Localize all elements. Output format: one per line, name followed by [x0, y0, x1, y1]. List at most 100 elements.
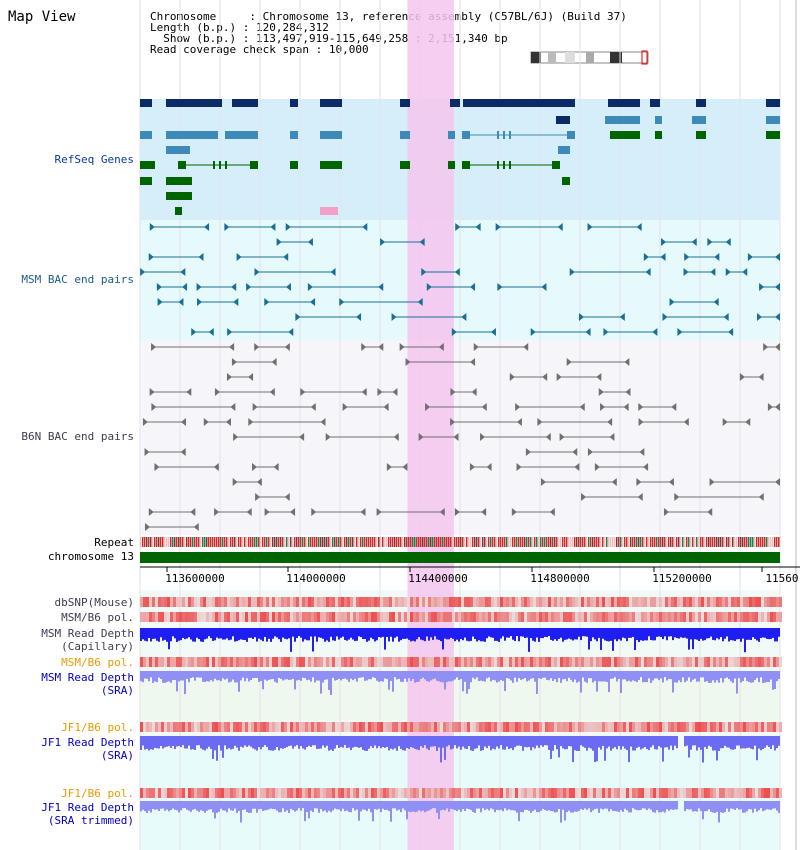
msm-bac-pair-end[interactable] [198, 253, 204, 261]
gene-feature[interactable] [696, 131, 706, 139]
b6n-bac-pair-end[interactable] [579, 403, 585, 411]
gene-feature[interactable] [320, 161, 342, 169]
gene-feature[interactable] [140, 177, 152, 185]
msm-bac-pair-end[interactable] [578, 313, 584, 321]
msm-bac-pair-end[interactable] [339, 298, 345, 306]
b6n-bac-pair-end[interactable] [515, 403, 521, 411]
msm-bac-pair-end[interactable] [691, 238, 697, 246]
b6n-bac-pair-end[interactable] [383, 403, 389, 411]
b6n-bac-pair-end[interactable] [450, 418, 456, 426]
b6n-bac-pair-end[interactable] [271, 358, 277, 366]
b6n-bac-pair-end[interactable] [256, 478, 262, 486]
b6n-bac-pair-end[interactable] [229, 343, 235, 351]
b6n-bac-pair-end[interactable] [230, 403, 236, 411]
msm-bac-pair-end[interactable] [178, 298, 184, 306]
gene-exon[interactable] [250, 161, 258, 169]
gene-exon[interactable] [213, 161, 215, 169]
b6n-bac-pair-end[interactable] [609, 433, 615, 441]
b6n-bac-pair-end[interactable] [683, 418, 689, 426]
msm-bac-pair-end[interactable] [636, 223, 642, 231]
msm-bac-pair-end[interactable] [454, 268, 460, 276]
b6n-bac-pair-end[interactable] [425, 403, 431, 411]
msm-bac-pair-end[interactable] [391, 313, 397, 321]
msm-bac-pair-end[interactable] [475, 223, 481, 231]
gene-feature[interactable] [225, 131, 258, 139]
gene-exon[interactable] [503, 131, 505, 139]
gene-feature[interactable] [463, 99, 575, 107]
msm-bac-pair-end[interactable] [197, 298, 203, 306]
b6n-bac-pair-end[interactable] [214, 508, 220, 516]
b6n-bac-pair-end[interactable] [180, 418, 186, 426]
gene-feature[interactable] [166, 131, 218, 139]
msm-bac-pair-end[interactable] [233, 298, 239, 306]
msm-bac-pair-end[interactable] [227, 328, 233, 336]
b6n-bac-pair-end[interactable] [516, 463, 522, 471]
b6n-bac-pair-end[interactable] [361, 388, 367, 396]
gene-feature[interactable] [166, 192, 192, 200]
b6n-bac-pair-end[interactable] [775, 478, 780, 486]
b6n-bac-pair-end[interactable] [231, 358, 237, 366]
msm-bac-pair-end[interactable] [684, 253, 690, 261]
msm-bac-pair-end[interactable] [451, 328, 457, 336]
b6n-bac-pair-end[interactable] [342, 403, 348, 411]
msm-bac-pair-end[interactable] [156, 283, 162, 291]
gene-feature[interactable] [650, 99, 660, 107]
gene-feature[interactable] [166, 99, 222, 107]
gene-feature[interactable] [766, 99, 780, 107]
msm-bac-pair-end[interactable] [683, 268, 689, 276]
b6n-bac-pair-end[interactable] [232, 478, 238, 486]
msm-bac-pair-end[interactable] [643, 253, 649, 261]
b6n-bac-pair-end[interactable] [486, 463, 492, 471]
gene-exon[interactable] [552, 161, 560, 169]
gene-exon[interactable] [497, 161, 499, 169]
msm-bac-pair-end[interactable] [285, 223, 291, 231]
b6n-bac-pair-end[interactable] [453, 433, 459, 441]
b6n-bac-pair-end[interactable] [473, 343, 479, 351]
msm-bac-pair-end[interactable] [775, 313, 780, 321]
b6n-bac-pair-end[interactable] [180, 448, 186, 456]
chromosome-ideogram[interactable] [530, 50, 649, 65]
msm-bac-pair-end[interactable] [585, 328, 591, 336]
b6n-bac-pair-end[interactable] [439, 508, 445, 516]
b6n-bac-pair-end[interactable] [625, 388, 631, 396]
b6n-bac-pair-end[interactable] [542, 373, 548, 381]
b6n-bac-pair-end[interactable] [637, 493, 643, 501]
b6n-bac-pair-end[interactable] [149, 388, 155, 396]
b6n-bac-pair-end[interactable] [454, 508, 460, 516]
msm-bac-pair-end[interactable] [710, 268, 716, 276]
msm-bac-pair-end[interactable] [490, 328, 496, 336]
gene-exon[interactable] [509, 131, 511, 139]
b6n-bac-pair-end[interactable] [470, 358, 476, 366]
b6n-bac-pair-end[interactable] [360, 508, 366, 516]
msm-bac-pair-end[interactable] [603, 328, 609, 336]
msm-bac-pair-end[interactable] [662, 313, 668, 321]
b6n-bac-pair-end[interactable] [151, 343, 157, 351]
b6n-bac-pair-end[interactable] [377, 388, 383, 396]
msm-bac-pair-end[interactable] [669, 298, 675, 306]
b6n-bac-pair-end[interactable] [745, 418, 751, 426]
b6n-bac-pair-end[interactable] [254, 343, 260, 351]
msm-bac-pair-end[interactable] [330, 268, 336, 276]
gene-feature[interactable] [448, 131, 455, 139]
b6n-bac-pair-end[interactable] [325, 433, 331, 441]
selected-region-highlight[interactable] [407, 0, 454, 850]
b6n-bac-pair-end[interactable] [471, 388, 477, 396]
gene-feature[interactable] [400, 161, 410, 169]
b6n-bac-pair-end[interactable] [668, 478, 674, 486]
msm-bac-pair-end[interactable] [307, 283, 313, 291]
gene-exon[interactable] [503, 161, 505, 169]
b6n-bac-pair-end[interactable] [378, 343, 384, 351]
b6n-bac-pair-end[interactable] [151, 403, 157, 411]
b6n-bac-pair-end[interactable] [255, 493, 261, 501]
gene-feature[interactable] [290, 131, 298, 139]
msm-bac-pair-end[interactable] [182, 283, 188, 291]
b6n-bac-pair-end[interactable] [190, 508, 196, 516]
msm-bac-pair-end[interactable] [775, 283, 780, 291]
b6n-bac-pair-end[interactable] [556, 373, 562, 381]
b6n-bac-pair-end[interactable] [572, 448, 578, 456]
b6n-bac-pair-end[interactable] [638, 418, 644, 426]
msm-bac-pair-end[interactable] [495, 223, 501, 231]
b6n-bac-pair-end[interactable] [252, 463, 258, 471]
gene-exon[interactable] [178, 161, 186, 169]
